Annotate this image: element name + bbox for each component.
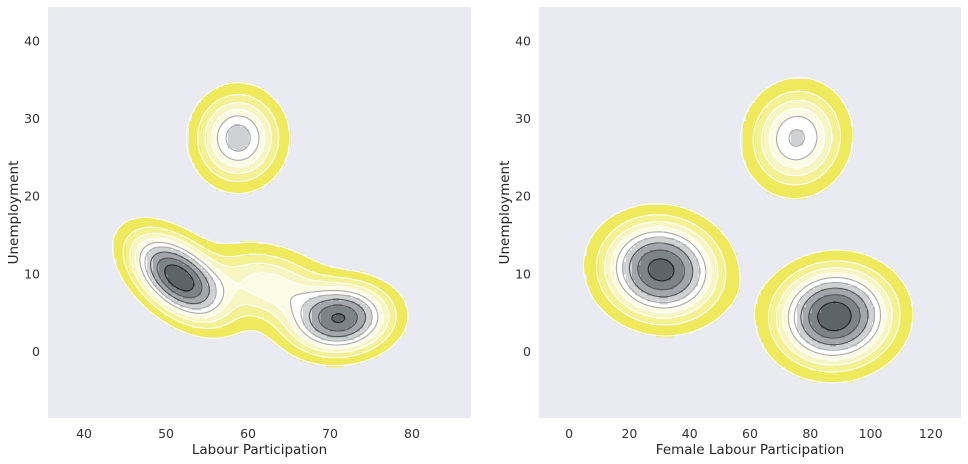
chart-left-density-lines xyxy=(111,82,409,367)
density-line-level-3 xyxy=(129,102,390,354)
density-line-level-4 xyxy=(610,107,887,361)
density-line-level-1 xyxy=(582,77,914,384)
chart-right-x-axis-label: Female Labour Participation xyxy=(656,442,844,458)
density-line-level-7 xyxy=(149,251,367,338)
y-tick-label: 40 xyxy=(515,34,531,49)
chart-left-plot-area xyxy=(48,7,471,418)
x-tick-label: 20 xyxy=(621,426,637,441)
density-line-level-3 xyxy=(604,99,893,366)
x-tick-label: 60 xyxy=(742,426,758,441)
y-tick-label: 20 xyxy=(24,189,40,204)
density-line-level-7 xyxy=(628,242,869,346)
density-line-level-5 xyxy=(139,115,379,346)
y-tick-label: 0 xyxy=(523,344,531,359)
chart-left-x-axis-label: Labour Participation xyxy=(192,442,327,458)
density-line-level-6 xyxy=(621,129,876,351)
chart-right-y-ticks: 0 10 20 30 40 xyxy=(515,34,531,359)
density-fill-level-7 xyxy=(153,253,366,338)
y-tick-label: 20 xyxy=(515,189,531,204)
chart-right-density-fills xyxy=(584,79,914,383)
density-line-level-2 xyxy=(122,94,397,359)
chart-right-x-ticks: 0 20 40 60 80 100 120 xyxy=(565,426,943,441)
chart-left-y-axis-label: Unemployment xyxy=(6,161,22,265)
x-tick-label: 100 xyxy=(859,426,883,441)
y-tick-label: 10 xyxy=(515,266,531,281)
x-tick-label: 0 xyxy=(565,426,573,441)
density-line-level-2 xyxy=(595,90,901,373)
x-tick-label: 80 xyxy=(404,426,420,441)
chart-right-y-axis-label: Unemployment xyxy=(497,161,513,265)
chart-left: 40 50 60 70 80 0 10 20 30 40 Labour Participatio… xyxy=(6,7,471,458)
chart-right-density-lines xyxy=(582,77,914,384)
density-line-level-4 xyxy=(134,108,384,350)
y-tick-label: 40 xyxy=(24,34,40,49)
density-line-level-8 xyxy=(156,257,358,332)
density-line-level-8 xyxy=(637,249,861,339)
x-tick-label: 80 xyxy=(802,426,818,441)
y-tick-label: 30 xyxy=(24,111,40,126)
x-tick-label: 60 xyxy=(240,426,256,441)
density-line-level-1 xyxy=(111,82,409,367)
chart-left-density-fills xyxy=(114,82,408,368)
y-tick-label: 30 xyxy=(515,111,531,126)
density-fill-level-6 xyxy=(623,130,875,350)
chart-right-plot-area xyxy=(539,7,961,418)
density-fill-level-9 xyxy=(650,259,851,332)
density-line-level-9 xyxy=(164,264,346,324)
x-tick-label: 70 xyxy=(322,426,338,441)
x-tick-label: 40 xyxy=(682,426,698,441)
y-tick-label: 0 xyxy=(32,344,40,359)
chart-right: 0 20 40 60 80 100 120 0 10 20 30 40 Female Labour … xyxy=(497,7,961,458)
density-line-level-5 xyxy=(615,115,882,356)
chart-left-x-ticks: 40 50 60 70 80 xyxy=(76,426,420,441)
y-tick-label: 10 xyxy=(24,266,40,281)
density-line-level-6 xyxy=(144,124,373,342)
density-fill-level-9 xyxy=(165,265,345,323)
chart-left-y-ticks: 0 10 20 30 40 xyxy=(24,34,40,359)
x-tick-label: 120 xyxy=(919,426,943,441)
x-tick-label: 40 xyxy=(76,426,92,441)
x-tick-label: 50 xyxy=(158,426,174,441)
density-line-level-9 xyxy=(647,258,852,332)
